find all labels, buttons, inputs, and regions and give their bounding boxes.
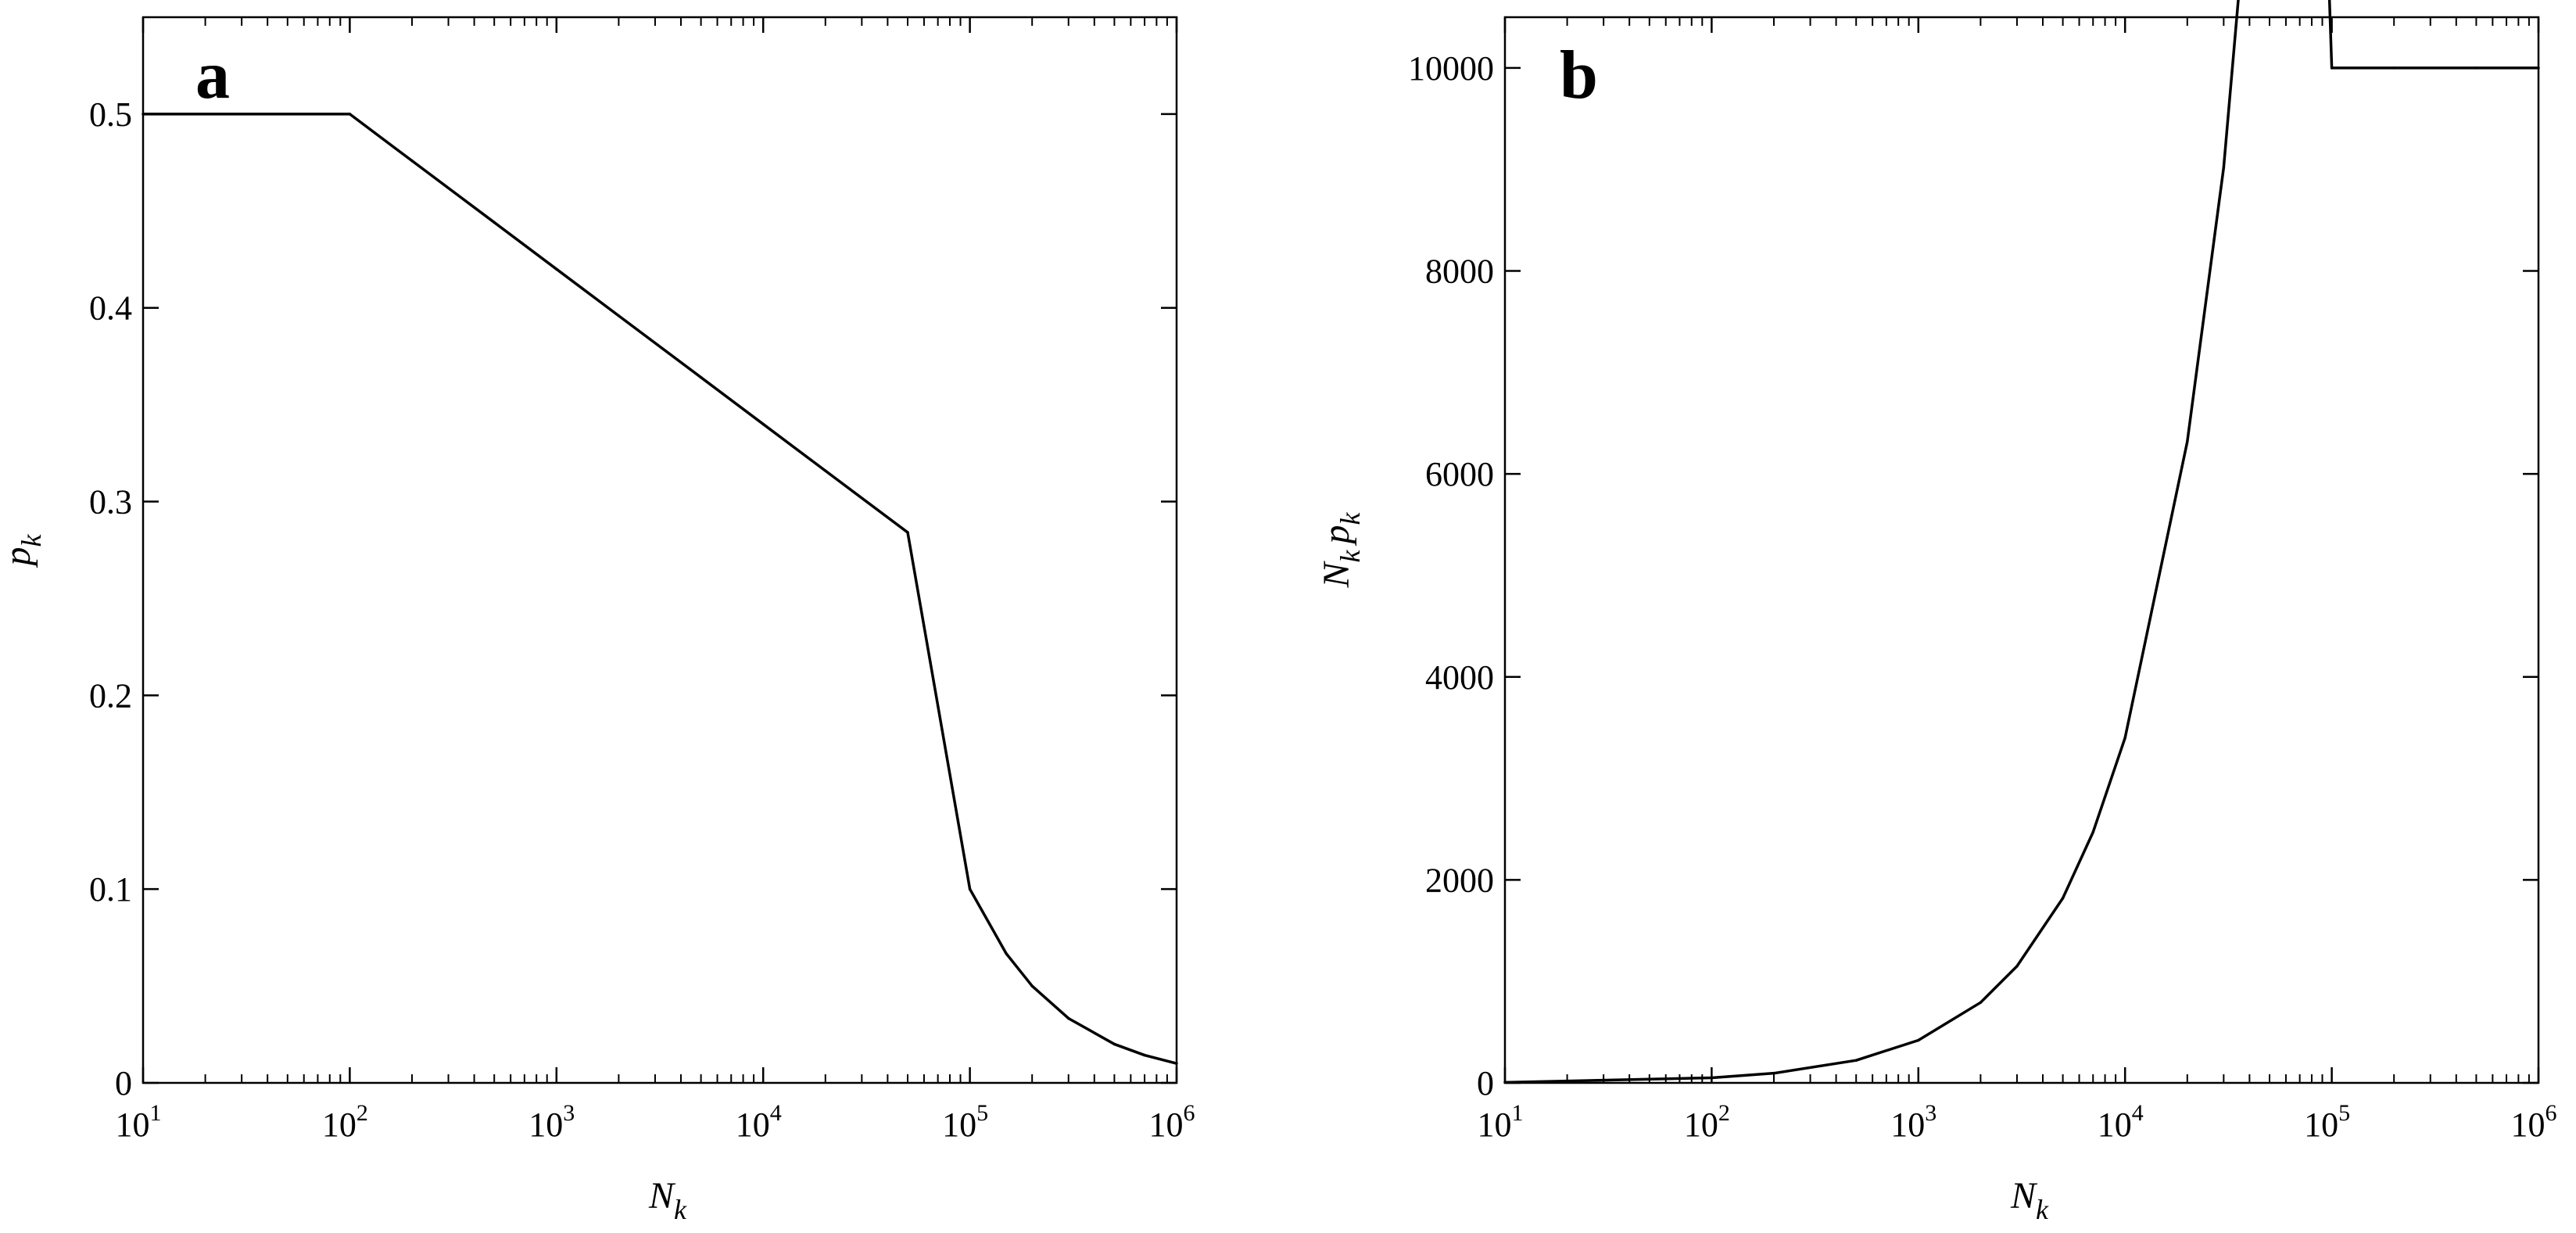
series-segment bbox=[906, 531, 972, 891]
x-axis-label-main: N bbox=[2010, 1175, 2038, 1217]
series-segment bbox=[1503, 1076, 1714, 1084]
x-tick-exponent: 4 bbox=[770, 1100, 782, 1126]
x-tick-exponent: 3 bbox=[1925, 1100, 1936, 1126]
x-tick-base: 10 bbox=[1478, 1106, 1512, 1144]
series-segment bbox=[824, 469, 909, 534]
chart-panel-b: 101 102 103 104 105 1060200040006000800010000… bbox=[1316, 0, 2557, 1225]
x-tick-label: 105 bbox=[942, 1100, 988, 1144]
series-segment bbox=[348, 113, 414, 163]
y-axis-label-main: p bbox=[0, 547, 38, 568]
series-segment bbox=[699, 375, 765, 426]
y-axis-label-sub: k bbox=[1335, 549, 1366, 562]
y-axis-label-main: N bbox=[1316, 560, 1357, 588]
series-segment bbox=[1917, 1001, 1983, 1042]
x-tick-base: 10 bbox=[2511, 1106, 2546, 1144]
series-segment bbox=[2327, 0, 2334, 70]
x-tick-base: 10 bbox=[942, 1106, 976, 1144]
x-tick-exponent: 6 bbox=[2546, 1100, 2557, 1126]
x-tick-label: 103 bbox=[528, 1100, 575, 1144]
series-segment bbox=[410, 159, 496, 224]
x-axis-label: Nk bbox=[648, 1175, 687, 1225]
x-tick-exponent: 6 bbox=[1184, 1100, 1195, 1126]
series-segment bbox=[2015, 896, 2065, 968]
x-tick-label: 101 bbox=[1478, 1100, 1524, 1144]
x-tick-base: 10 bbox=[1149, 1106, 1184, 1144]
x-tick-exponent: 2 bbox=[356, 1100, 368, 1126]
y-axis-label-main: p bbox=[1316, 525, 1357, 546]
series-segment bbox=[1710, 1071, 1775, 1080]
x-axis-label-main: N bbox=[648, 1175, 676, 1217]
x-tick-label: 101 bbox=[116, 1100, 162, 1144]
plot-frame bbox=[1503, 16, 2540, 1084]
y-tick-label: 0.1 bbox=[89, 870, 132, 909]
panel-label: a bbox=[195, 38, 230, 113]
panel-label: b bbox=[1560, 38, 1598, 113]
x-tick-label: 103 bbox=[1890, 1100, 1936, 1144]
y-tick-label: 8000 bbox=[1425, 253, 1494, 291]
x-axis-label: Nk bbox=[2010, 1175, 2049, 1225]
series-segment bbox=[1067, 1016, 1116, 1046]
series-segment bbox=[493, 220, 558, 271]
series-segment bbox=[1143, 1053, 1178, 1065]
x-tick-base: 10 bbox=[1890, 1106, 1925, 1144]
x-tick-label: 104 bbox=[736, 1100, 782, 1144]
x-axis-label-sub: k bbox=[2036, 1194, 2049, 1225]
y-tick-label: 0 bbox=[1477, 1064, 1494, 1102]
y-axis-label-sub: k bbox=[1335, 511, 1366, 525]
series-segment bbox=[2123, 440, 2189, 740]
y-tick-label: 0 bbox=[115, 1064, 132, 1102]
y-axis-label: pk bbox=[0, 533, 47, 568]
series-segment bbox=[555, 267, 621, 317]
x-tick-exponent: 1 bbox=[1512, 1100, 1524, 1126]
y-tick-label: 0.2 bbox=[89, 676, 132, 715]
plot-frame bbox=[142, 16, 1178, 1084]
series-segment bbox=[1112, 1042, 1146, 1057]
x-tick-exponent: 4 bbox=[2132, 1100, 2144, 1126]
series-segment bbox=[1030, 984, 1070, 1020]
series-segment bbox=[1979, 964, 2019, 1004]
series-segment bbox=[617, 314, 703, 379]
series-line bbox=[142, 113, 1178, 1065]
x-tick-base: 10 bbox=[736, 1106, 770, 1144]
x-axis-label-sub: k bbox=[674, 1194, 687, 1225]
x-tick-base: 10 bbox=[2304, 1106, 2338, 1144]
x-tick-label: 105 bbox=[2304, 1100, 2350, 1144]
series-line bbox=[1503, 0, 2540, 1084]
series-segment bbox=[968, 887, 1008, 955]
x-tick-base: 10 bbox=[528, 1106, 563, 1144]
series-segment bbox=[2061, 830, 2094, 900]
series-segment bbox=[1854, 1038, 1920, 1062]
x-tick-base: 10 bbox=[2098, 1106, 2132, 1144]
y-tick-label: 10000 bbox=[1408, 49, 1494, 88]
y-axis-label: Nkpk bbox=[1316, 511, 1366, 588]
series-segment bbox=[2222, 0, 2240, 169]
x-tick-exponent: 3 bbox=[563, 1100, 575, 1126]
x-tick-label: 102 bbox=[1684, 1100, 1730, 1144]
series-segment bbox=[1005, 952, 1034, 987]
x-tick-label: 102 bbox=[322, 1100, 368, 1144]
x-tick-exponent: 1 bbox=[150, 1100, 162, 1126]
y-tick-label: 6000 bbox=[1425, 455, 1494, 493]
y-tick-label: 0.5 bbox=[89, 95, 132, 134]
y-tick-label: 2000 bbox=[1425, 861, 1494, 899]
x-tick-exponent: 5 bbox=[2338, 1100, 2350, 1126]
series-segment bbox=[1772, 1059, 1858, 1075]
x-tick-label: 106 bbox=[1149, 1100, 1195, 1144]
x-tick-exponent: 5 bbox=[976, 1100, 988, 1126]
x-tick-exponent: 2 bbox=[1718, 1100, 1730, 1126]
y-tick-label: 0.3 bbox=[89, 483, 132, 522]
x-tick-base: 10 bbox=[116, 1106, 150, 1144]
series-segment bbox=[2091, 736, 2126, 834]
x-tick-base: 10 bbox=[322, 1106, 356, 1144]
x-tick-label: 104 bbox=[2098, 1100, 2144, 1144]
y-tick-label: 4000 bbox=[1425, 658, 1494, 697]
series-segment bbox=[2186, 166, 2226, 443]
y-tick-label: 0.4 bbox=[89, 289, 132, 328]
y-axis-label-sub: k bbox=[16, 533, 47, 547]
x-tick-label: 106 bbox=[2511, 1100, 2557, 1144]
x-tick-base: 10 bbox=[1684, 1106, 1718, 1144]
series-segment bbox=[761, 422, 827, 472]
